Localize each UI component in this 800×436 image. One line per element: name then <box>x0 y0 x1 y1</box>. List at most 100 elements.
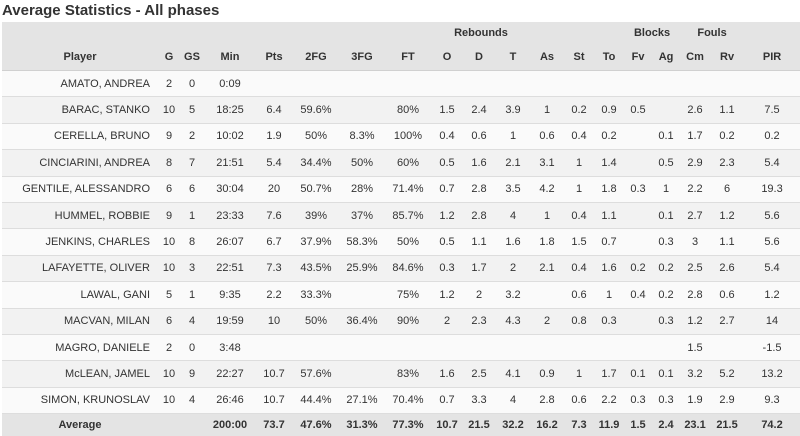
stat-cell-to <box>594 70 625 98</box>
stat-cell-as: 2.8 <box>530 387 565 415</box>
stat-cell-fv <box>624 70 653 98</box>
table-row: LAFAYETTE, OLIVER 10 3 22:51 7.3 43.5% 25.9% 84… <box>2 255 800 283</box>
column-header-cm[interactable]: Cm <box>680 44 711 71</box>
stat-cell-pir: 9.3 <box>744 387 800 415</box>
column-header-as[interactable]: As <box>530 44 565 71</box>
stat-cell-rv: 1.1 <box>710 96 745 124</box>
average-cell-to: 11.9 <box>594 413 625 436</box>
column-header-gs[interactable]: GS <box>180 44 204 71</box>
stat-cell-cm: 2.9 <box>680 149 711 177</box>
stat-cell-o: 1.6 <box>432 360 462 388</box>
column-header-pts[interactable]: Pts <box>256 44 292 71</box>
stat-cell-g: 6 <box>158 308 180 335</box>
stat-cell-ag: 0.1 <box>652 360 681 388</box>
stat-cell-to: 0.3 <box>594 308 625 335</box>
stat-cell-ag: 0.1 <box>652 123 681 151</box>
stat-cell-st: 0.6 <box>564 387 595 415</box>
stat-cell-o: 2 <box>432 308 462 335</box>
stat-cell-g: 5 <box>158 281 180 309</box>
stat-cell-pir: 13.2 <box>744 360 800 388</box>
stat-cell-d: 0.6 <box>462 123 496 151</box>
stat-cell-min: 0:09 <box>204 70 256 98</box>
stat-cell-fv <box>624 123 653 151</box>
stat-cell-min: 23:33 <box>204 202 256 230</box>
stat-cell-fv: 0.1 <box>624 360 653 388</box>
column-header-rv[interactable]: Rv <box>710 44 745 71</box>
stat-cell-as <box>530 70 565 98</box>
column-header-d[interactable]: D <box>462 44 496 71</box>
column-header-ft[interactable]: FT <box>384 44 432 71</box>
stat-cell-3fg: 36.4% <box>340 308 384 335</box>
stat-cell-o <box>432 334 462 362</box>
stat-cell-st: 0.4 <box>564 255 595 283</box>
stat-cell-ag: 0.3 <box>652 387 681 415</box>
stat-cell-ag: 1 <box>652 176 681 203</box>
stat-cell-rv: 1.2 <box>710 202 745 230</box>
table-row: AMATO, ANDREA 2 0 0:09 <box>2 70 800 98</box>
stat-cell-ft: 71.4% <box>384 176 432 203</box>
stat-cell-ft: 60% <box>384 149 432 177</box>
stat-cell-rv: 1.1 <box>710 228 745 256</box>
average-cell-2fg: 47.6% <box>292 413 340 436</box>
stat-cell-cm: 1.2 <box>680 308 711 335</box>
stat-cell-rv: 0.2 <box>710 123 745 151</box>
column-header-2fg[interactable]: 2FG <box>292 44 340 71</box>
column-header-3fg[interactable]: 3FG <box>340 44 384 71</box>
stat-cell-o: 0.7 <box>432 387 462 415</box>
stat-cell-o: 0.3 <box>432 255 462 283</box>
player-name-cell: CERELLA, BRUNO <box>2 123 158 151</box>
column-header-fv[interactable]: Fv <box>624 44 653 71</box>
stat-cell-gs: 0 <box>180 70 204 98</box>
stat-cell-rv: 2.7 <box>710 308 745 335</box>
table-row: CINCIARINI, ANDREA 8 7 21:51 5.4 34.4% 50% 60% 0… <box>2 149 800 177</box>
stat-cell-cm: 1.5 <box>680 334 711 362</box>
stat-cell-fv: 0.3 <box>624 176 653 203</box>
column-header-st[interactable]: St <box>564 44 595 71</box>
column-header-player[interactable]: Player <box>2 44 158 71</box>
stat-cell-o: 0.5 <box>432 228 462 256</box>
stat-cell-st <box>564 334 595 362</box>
stat-cell-min: 26:07 <box>204 228 256 256</box>
stat-cell-t: 3.5 <box>496 176 531 203</box>
player-name-cell: JENKINS, CHARLES <box>2 228 158 256</box>
stat-cell-t: 4.3 <box>496 308 531 335</box>
stat-cell-g: 10 <box>158 96 180 124</box>
stat-cell-pir: -1.5 <box>744 334 800 362</box>
header-group-row: Rebounds Blocks Fouls <box>2 22 800 44</box>
column-header-t[interactable]: T <box>496 44 531 71</box>
stat-cell-min: 30:04 <box>204 176 256 203</box>
column-header-o[interactable]: O <box>432 44 462 71</box>
average-row: Average 200:00 73.7 47.6% 31.3% 77.3% 10.7 21.5… <box>2 413 800 436</box>
stat-cell-st: 0.6 <box>564 281 595 309</box>
stat-cell-pts: 6.7 <box>256 228 292 256</box>
stat-cell-2fg: 50% <box>292 123 340 151</box>
column-header-to[interactable]: To <box>594 44 625 71</box>
stat-cell-cm: 3 <box>680 228 711 256</box>
player-name-cell: BARAC, STANKO <box>2 96 158 124</box>
stat-cell-t: 2 <box>496 255 531 283</box>
stat-cell-st: 0.4 <box>564 123 595 151</box>
stat-cell-d: 1.7 <box>462 255 496 283</box>
stat-cell-d: 1.6 <box>462 149 496 177</box>
stat-cell-as: 4.2 <box>530 176 565 203</box>
stat-cell-2fg: 44.4% <box>292 387 340 415</box>
stat-cell-to: 1.7 <box>594 360 625 388</box>
average-cell-d: 21.5 <box>462 413 496 436</box>
stat-cell-cm: 2.6 <box>680 96 711 124</box>
stat-cell-pir: 5.4 <box>744 149 800 177</box>
stat-cell-o: 1.2 <box>432 281 462 309</box>
stat-cell-as: 0.9 <box>530 360 565 388</box>
stat-cell-fv <box>624 334 653 362</box>
stat-cell-3fg: 27.1% <box>340 387 384 415</box>
player-name-cell: GENTILE, ALESSANDRO <box>2 176 158 203</box>
stat-cell-pts: 5.4 <box>256 149 292 177</box>
column-header-pir[interactable]: PIR <box>744 44 800 71</box>
stat-cell-pts: 10.7 <box>256 387 292 415</box>
stat-cell-gs: 4 <box>180 387 204 415</box>
column-header-ag[interactable]: Ag <box>652 44 681 71</box>
column-header-g[interactable]: G <box>158 44 180 71</box>
column-header-min[interactable]: Min <box>204 44 256 71</box>
table-row: MACVAN, MILAN 6 4 19:59 10 50% 36.4% 90% 2 2.3 4.3… <box>2 308 800 335</box>
stat-cell-2fg: 33.3% <box>292 281 340 309</box>
average-cell-as: 16.2 <box>530 413 565 436</box>
